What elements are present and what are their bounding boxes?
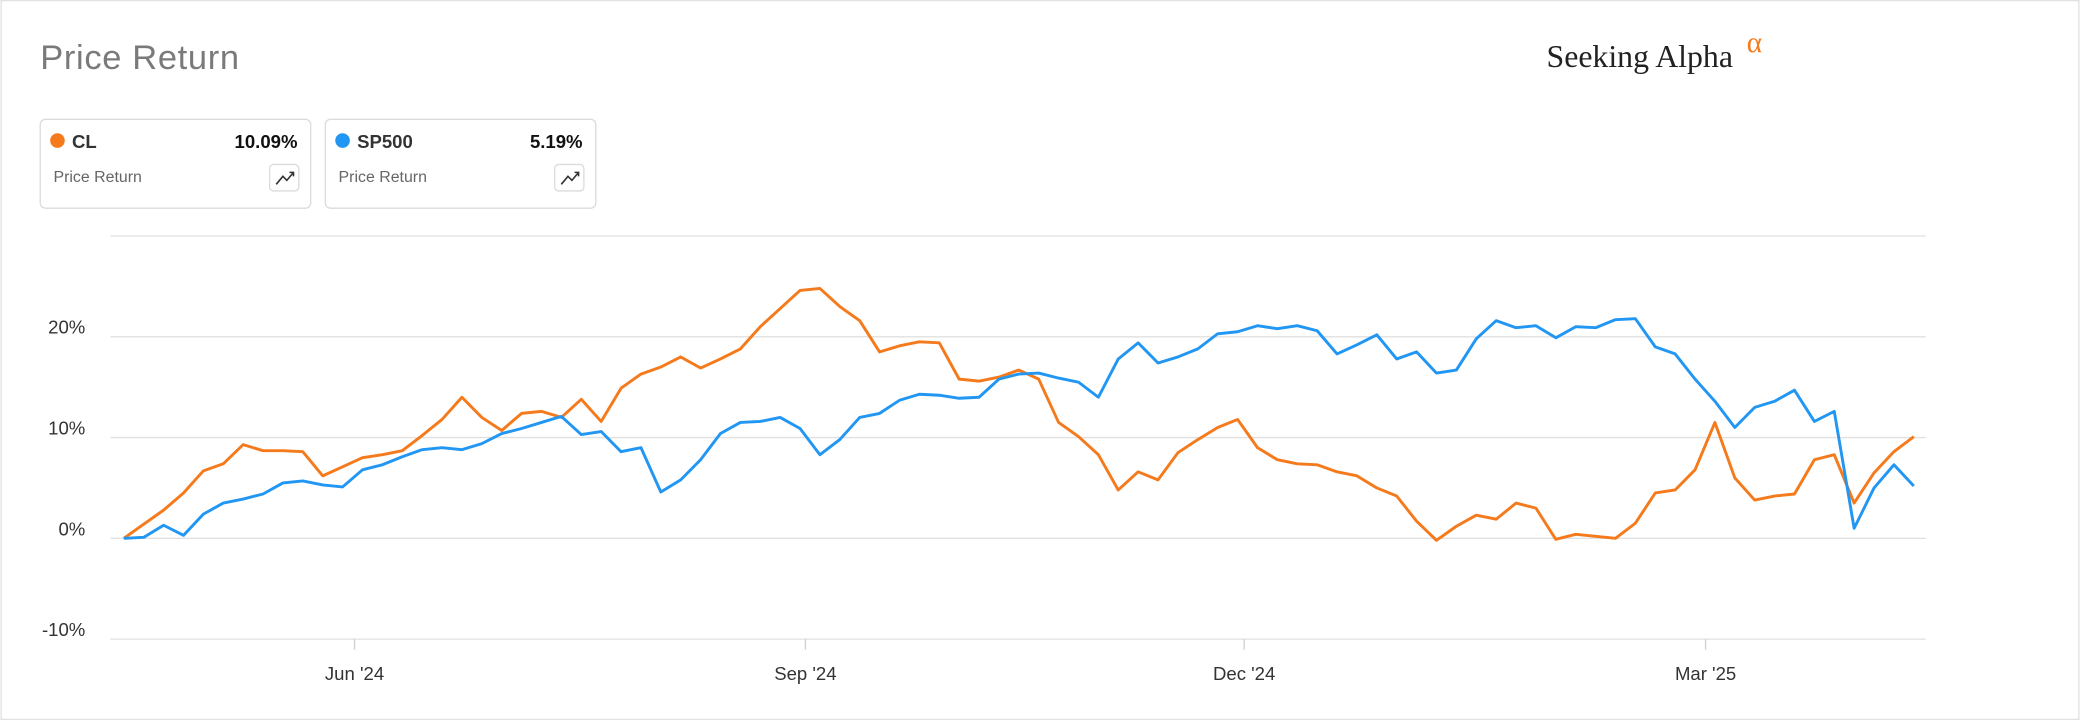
chart-icon [560, 171, 580, 185]
logo-mark: α [1747, 27, 1762, 59]
series-line [122, 286, 1915, 542]
x-tick-label: Mar '25 [1675, 663, 1736, 684]
y-tick-label: 10% [48, 418, 85, 439]
chart-title: Price Return [40, 39, 240, 77]
legend-card: SP500 5.19% Price Return [324, 118, 597, 209]
card [324, 118, 597, 209]
x-tick-label: Sep '24 [774, 663, 836, 684]
legend-dot [50, 133, 65, 148]
logo: Seeking Alpha [1547, 39, 1733, 74]
series-line [123, 317, 1915, 540]
y-tick-label: 20% [48, 317, 85, 338]
legend-name: CL [72, 131, 97, 152]
legend-card: CL 10.09% Price Return [39, 118, 312, 209]
legend-metric: Price Return [339, 169, 427, 186]
legend-value: 5.19% [530, 131, 583, 152]
legend-value: 10.09% [235, 131, 298, 152]
y-tick-label: -10% [42, 619, 85, 640]
x-tick-label: Dec '24 [1213, 663, 1275, 684]
y-tick-label: 0% [58, 518, 85, 539]
legend-metric: Price Return [53, 169, 141, 186]
legend-dot [335, 133, 350, 148]
legend-name: SP500 [357, 131, 413, 152]
x-tick-label: Jun '24 [325, 663, 384, 684]
card [39, 118, 312, 209]
chart-icon [275, 171, 295, 185]
